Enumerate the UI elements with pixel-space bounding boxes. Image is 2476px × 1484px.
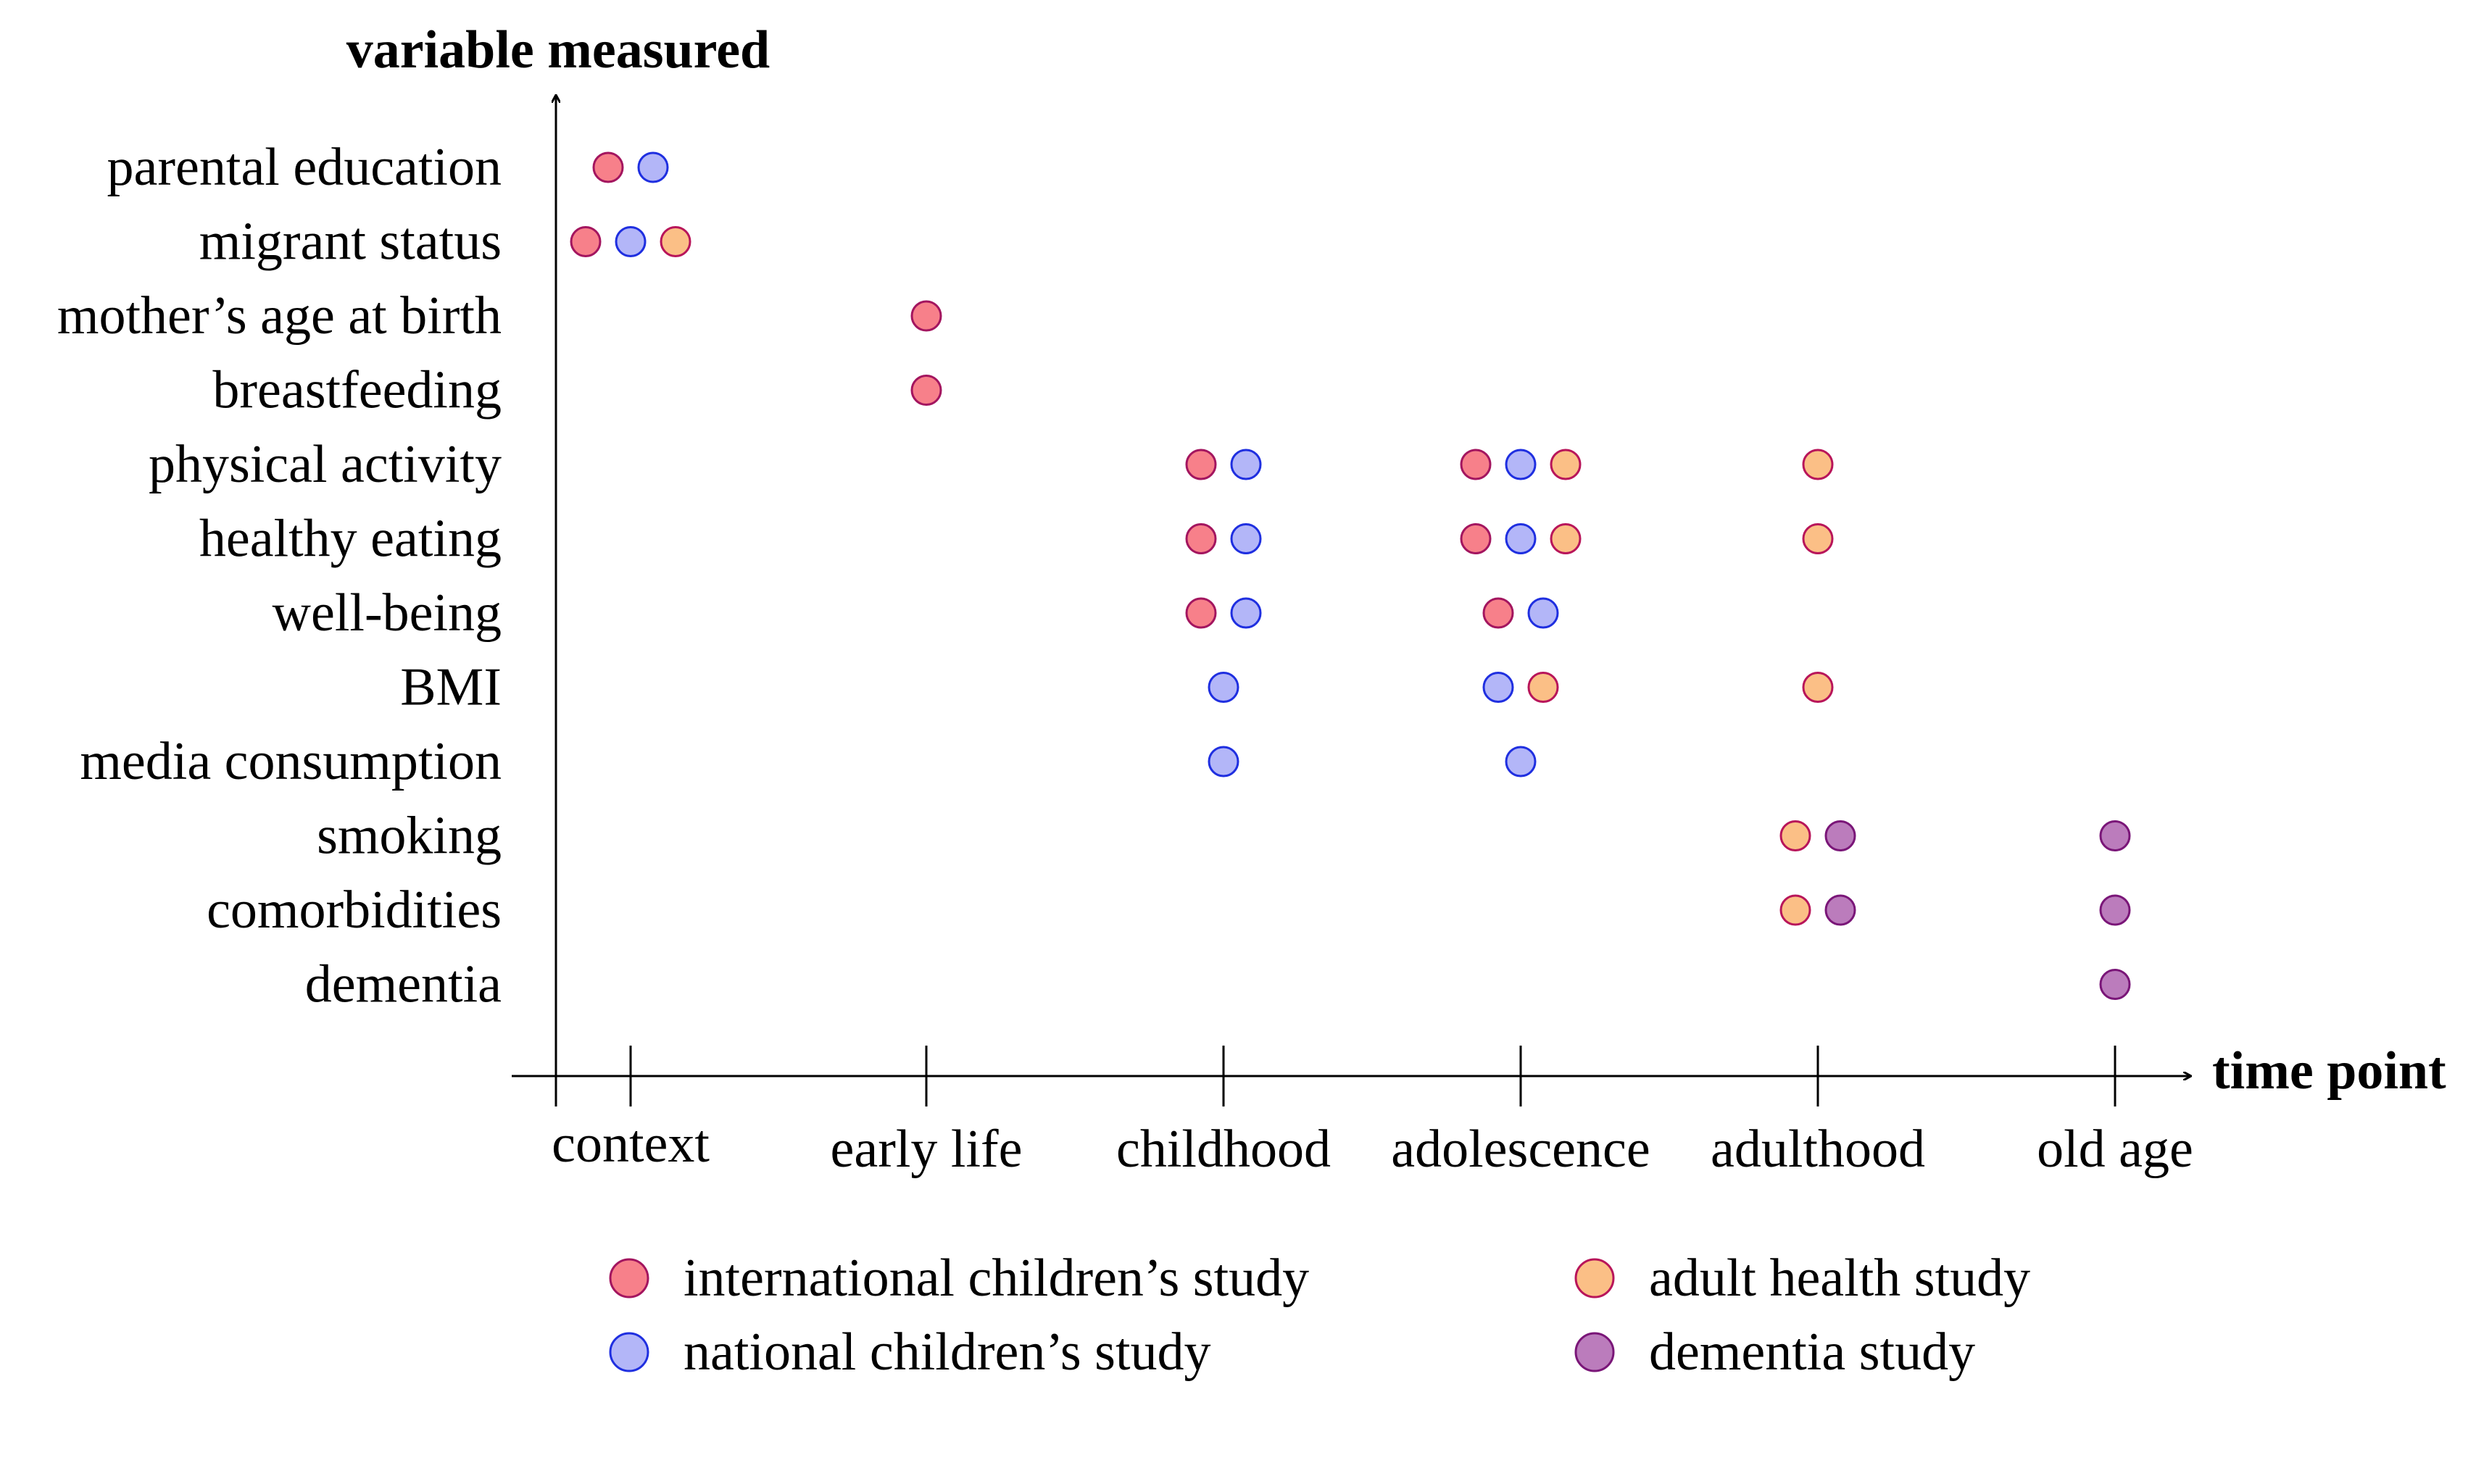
variable-label-mother-s-age-at-birth: mother’s age at birth (57, 286, 502, 346)
variable-label-media-consumption: media consumption (80, 732, 502, 791)
dot-international-children-s-study-childhood-well-being (1185, 597, 1217, 629)
dot-national-children-s-study-adolescence-well-being (1527, 597, 1559, 629)
dot-adult-health-study-adulthood-smoking (1779, 820, 1811, 851)
variable-label-bmi: BMI (400, 658, 502, 717)
variable-label-parental-education: parental education (107, 138, 502, 197)
time-tick-labels: context early life childhood adolescence adu… (552, 1114, 2193, 1179)
variable-label-well-being: well-being (273, 583, 502, 643)
legend-swatch-international-children-s-study (609, 1258, 649, 1298)
dot-international-children-s-study-adolescence-physical-activity (1460, 449, 1492, 480)
dot-adult-health-study-adolescence-healthy-eating (1550, 523, 1582, 554)
variable-label-comorbidities: comorbidities (207, 880, 502, 940)
tick-label-childhood: childhood (1116, 1120, 1331, 1179)
legend-swatch-national-children-s-study (609, 1332, 649, 1372)
legend-label-national-children-s-study: national children’s study (684, 1322, 1211, 1382)
legend-label-international-children-s-study: international children’s study (684, 1249, 1309, 1308)
dot-adult-health-study-adulthood-bmi (1802, 672, 1834, 703)
dot-adult-health-study-context-migrant-status (660, 226, 691, 257)
variable-labels: parental education migrant status mother’s… (57, 138, 502, 1014)
variable-label-healthy-eating: healthy eating (199, 509, 502, 569)
tick-label-adolescence: adolescence (1391, 1120, 1650, 1179)
dot-national-children-s-study-context-parental-education (637, 151, 669, 183)
dot-national-children-s-study-adolescence-bmi (1482, 672, 1514, 703)
dot-international-children-s-study-childhood-physical-activity (1185, 449, 1217, 480)
variable-label-smoking: smoking (317, 806, 502, 866)
x-axis-title: time point (2212, 1041, 2446, 1101)
dot-adult-health-study-adulthood-healthy-eating (1802, 523, 1834, 554)
variable-label-breastfeeding: breastfeeding (212, 361, 502, 420)
dot-national-children-s-study-childhood-healthy-eating (1230, 523, 1262, 554)
y-axis-title: variable measured (346, 20, 770, 80)
variable-label-migrant-status: migrant status (199, 212, 502, 272)
dot-national-children-s-study-adolescence-healthy-eating (1505, 523, 1537, 554)
dot-international-children-s-study-childhood-healthy-eating (1185, 523, 1217, 554)
legend: international children’s study national c… (609, 1249, 2030, 1382)
dot-international-children-s-study-adolescence-healthy-eating (1460, 523, 1492, 554)
dot-international-children-s-study-context-migrant-status (570, 226, 602, 257)
legend-label-adult-health-study: adult health study (1649, 1249, 2030, 1308)
dot-adult-health-study-adolescence-bmi (1527, 672, 1559, 703)
dot-national-children-s-study-childhood-well-being (1230, 597, 1262, 629)
dot-adult-health-study-adolescence-physical-activity (1550, 449, 1582, 480)
dot-international-children-s-study-context-parental-education (592, 151, 624, 183)
dot-dementia-study-old-age-smoking (2099, 820, 2131, 851)
variable-label-physical-activity: physical activity (149, 435, 502, 494)
dot-adult-health-study-adulthood-comorbidities (1779, 894, 1811, 926)
dot-adult-health-study-adulthood-physical-activity (1802, 449, 1834, 480)
legend-swatch-adult-health-study (1574, 1258, 1615, 1298)
legend-swatch-dementia-study (1574, 1332, 1615, 1372)
tick-label-old-age: old age (2037, 1120, 2193, 1179)
dot-international-children-s-study-early-life-mother-s-age-at-birth (910, 300, 942, 332)
dot-international-children-s-study-early-life-breastfeeding (910, 375, 942, 406)
data-points (570, 151, 2131, 1000)
tick-label-adulthood: adulthood (1711, 1120, 1925, 1179)
dot-national-children-s-study-childhood-media-consumption (1208, 746, 1239, 778)
tick-label-early-life: early life (831, 1120, 1023, 1179)
dot-national-children-s-study-childhood-physical-activity (1230, 449, 1262, 480)
dot-dementia-study-old-age-dementia (2099, 969, 2131, 1000)
dot-international-children-s-study-adolescence-well-being (1482, 597, 1514, 629)
dot-national-children-s-study-adolescence-media-consumption (1505, 746, 1537, 778)
dot-dementia-study-adulthood-comorbidities (1824, 894, 1856, 926)
time-ticks (554, 1046, 2116, 1106)
dot-dementia-study-old-age-comorbidities (2099, 894, 2131, 926)
dot-dementia-study-adulthood-smoking (1824, 820, 1856, 851)
dot-national-children-s-study-adolescence-physical-activity (1505, 449, 1537, 480)
tick-label-context: context (552, 1114, 710, 1174)
dot-national-children-s-study-childhood-bmi (1208, 672, 1239, 703)
legend-label-dementia-study: dementia study (1649, 1322, 1975, 1382)
dot-national-children-s-study-context-migrant-status (615, 226, 647, 257)
variable-label-dementia: dementia (305, 955, 502, 1014)
